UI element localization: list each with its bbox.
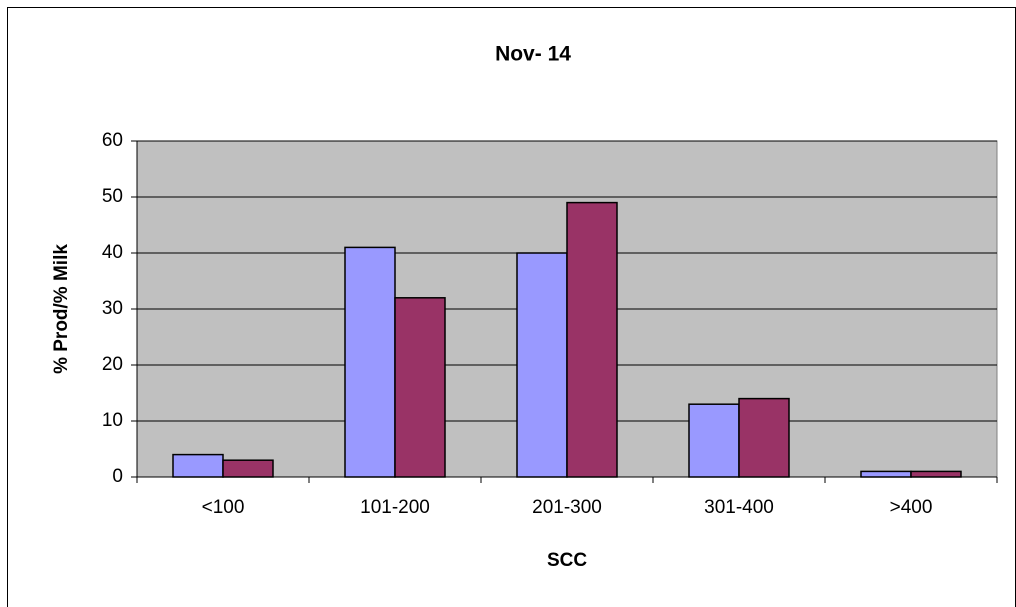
chart-title: Nov- 14 xyxy=(495,43,571,66)
x-axis-label: SCC xyxy=(547,550,587,571)
bar xyxy=(516,252,568,478)
bar xyxy=(222,459,274,478)
x-tick-label: 101-200 xyxy=(360,497,430,518)
y-tick-label: 40 xyxy=(102,242,123,263)
y-tick-label: 0 xyxy=(112,466,123,487)
y-tick-label: 30 xyxy=(102,298,123,319)
bar xyxy=(344,246,396,478)
x-tick-label: >400 xyxy=(890,497,933,518)
bar xyxy=(688,403,740,478)
bar xyxy=(566,201,618,478)
bar xyxy=(860,470,912,478)
y-axis-label: % Prod/% Milk xyxy=(51,244,72,374)
y-tick-label: 60 xyxy=(102,130,123,151)
bar xyxy=(394,297,446,478)
bar xyxy=(172,453,224,478)
y-tick-label: 20 xyxy=(102,354,123,375)
x-tick-label: 201-300 xyxy=(532,497,602,518)
y-tick-label: 50 xyxy=(102,186,123,207)
x-tick-label: <100 xyxy=(202,497,245,518)
y-tick-label: 10 xyxy=(102,410,123,431)
x-tick-label: 301-400 xyxy=(704,497,774,518)
bar xyxy=(910,470,962,478)
bar xyxy=(738,397,790,478)
